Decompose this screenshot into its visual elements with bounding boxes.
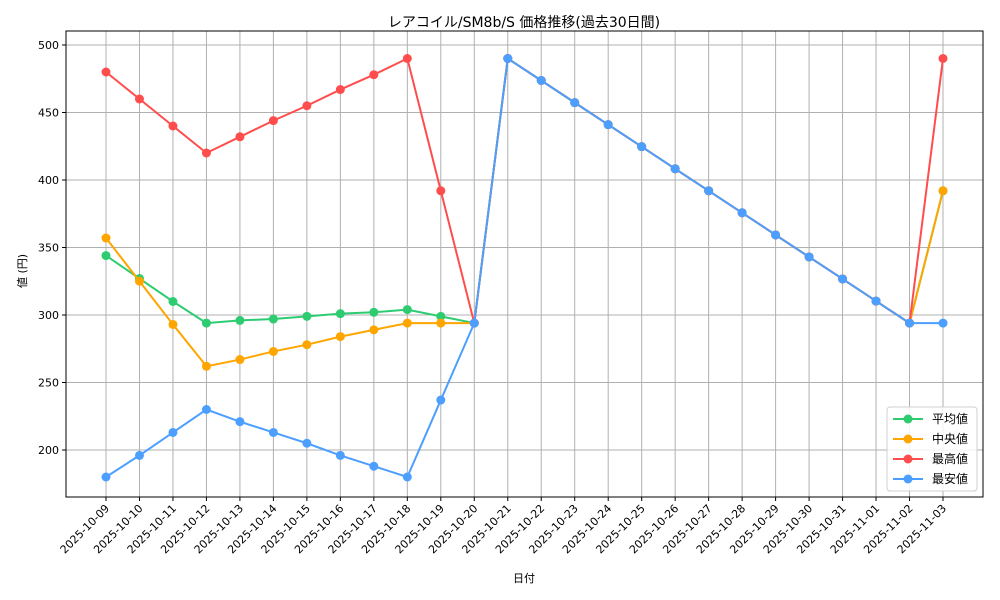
data-point xyxy=(737,208,747,218)
chart-title: レアコイル/SM8b/S 価格推移(過去30日間) xyxy=(388,15,660,31)
data-point xyxy=(436,311,446,321)
data-point xyxy=(637,142,647,152)
series-最安値 xyxy=(101,54,948,482)
series-最高値 xyxy=(101,54,948,328)
data-point xyxy=(302,101,312,111)
legend-label: 平均値 xyxy=(932,411,968,426)
y-tick-label: 450 xyxy=(38,107,59,120)
legend-item: 平均値 xyxy=(893,411,968,426)
data-point xyxy=(168,319,178,329)
data-point xyxy=(201,318,211,328)
legend-label: 最安値 xyxy=(932,471,968,486)
data-point xyxy=(905,318,915,328)
data-point xyxy=(335,309,345,319)
data-point xyxy=(871,296,881,306)
data-point xyxy=(771,230,781,240)
data-point xyxy=(302,438,312,448)
data-point xyxy=(268,116,278,126)
y-tick-label: 400 xyxy=(38,174,59,187)
y-tick-label: 200 xyxy=(38,444,59,457)
data-point xyxy=(369,461,379,471)
legend-item: 中央値 xyxy=(893,431,968,446)
data-point xyxy=(168,427,178,437)
data-point xyxy=(335,332,345,342)
data-point xyxy=(603,120,613,130)
x-axis-label: 日付 xyxy=(513,572,535,585)
data-point xyxy=(938,186,948,196)
legend-item: 最安値 xyxy=(893,471,968,486)
data-point xyxy=(436,186,446,196)
data-point xyxy=(201,148,211,158)
legend-label: 最高値 xyxy=(932,451,968,466)
data-point xyxy=(369,307,379,317)
data-point xyxy=(402,54,412,63)
series-中央値 xyxy=(101,54,948,371)
y-tick-label: 250 xyxy=(38,377,59,390)
data-point xyxy=(101,233,111,243)
legend-item: 最高値 xyxy=(893,451,968,466)
y-tick-label: 300 xyxy=(38,309,59,322)
data-point xyxy=(235,132,245,142)
data-point xyxy=(536,76,546,86)
grid-lines xyxy=(66,31,983,497)
data-point xyxy=(235,355,245,365)
data-point xyxy=(302,311,312,321)
data-point xyxy=(369,70,379,80)
data-point xyxy=(101,251,111,261)
y-axis-ticks: 200 250 300 350 400 450 500 xyxy=(38,39,66,457)
data-point xyxy=(235,315,245,325)
data-point xyxy=(938,54,948,63)
data-point xyxy=(168,121,178,131)
series-平均値 xyxy=(101,54,948,328)
x-axis-ticks: 2025-10-092025-10-102025-10-112025-10-12… xyxy=(58,497,949,556)
data-point xyxy=(369,325,379,335)
series-lines xyxy=(101,54,948,482)
data-point xyxy=(838,274,848,284)
data-point xyxy=(570,98,580,108)
y-tick-label: 350 xyxy=(38,242,59,255)
data-point xyxy=(503,54,513,63)
data-point xyxy=(134,450,144,460)
data-point xyxy=(134,276,144,286)
data-point xyxy=(201,361,211,371)
data-point xyxy=(101,67,111,77)
data-point xyxy=(436,395,446,405)
data-point xyxy=(168,297,178,306)
data-point xyxy=(268,314,278,324)
data-point xyxy=(201,405,211,414)
data-point xyxy=(402,472,412,482)
legend-label: 中央値 xyxy=(932,431,968,446)
data-point xyxy=(804,252,814,262)
data-point xyxy=(469,318,479,328)
data-point xyxy=(704,186,714,196)
data-point xyxy=(402,305,412,315)
data-point xyxy=(235,417,245,427)
data-point xyxy=(302,340,312,350)
data-point xyxy=(670,164,680,174)
data-point xyxy=(101,472,111,482)
data-point xyxy=(268,427,278,437)
data-point xyxy=(268,346,278,356)
data-point xyxy=(436,318,446,328)
y-axis-label: 値 (円) xyxy=(16,254,29,288)
y-tick-label: 500 xyxy=(38,39,59,52)
data-point xyxy=(335,450,345,460)
data-point xyxy=(335,85,345,95)
plot-frame xyxy=(65,30,984,498)
data-point xyxy=(402,318,412,328)
data-point xyxy=(938,318,948,328)
data-point xyxy=(134,94,144,104)
